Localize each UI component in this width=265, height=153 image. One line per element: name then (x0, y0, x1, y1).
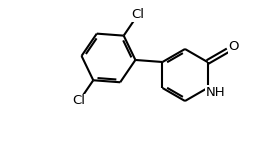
Text: Cl: Cl (131, 8, 144, 21)
Text: NH: NH (205, 86, 225, 99)
Text: O: O (229, 40, 239, 53)
Text: Cl: Cl (73, 94, 86, 107)
